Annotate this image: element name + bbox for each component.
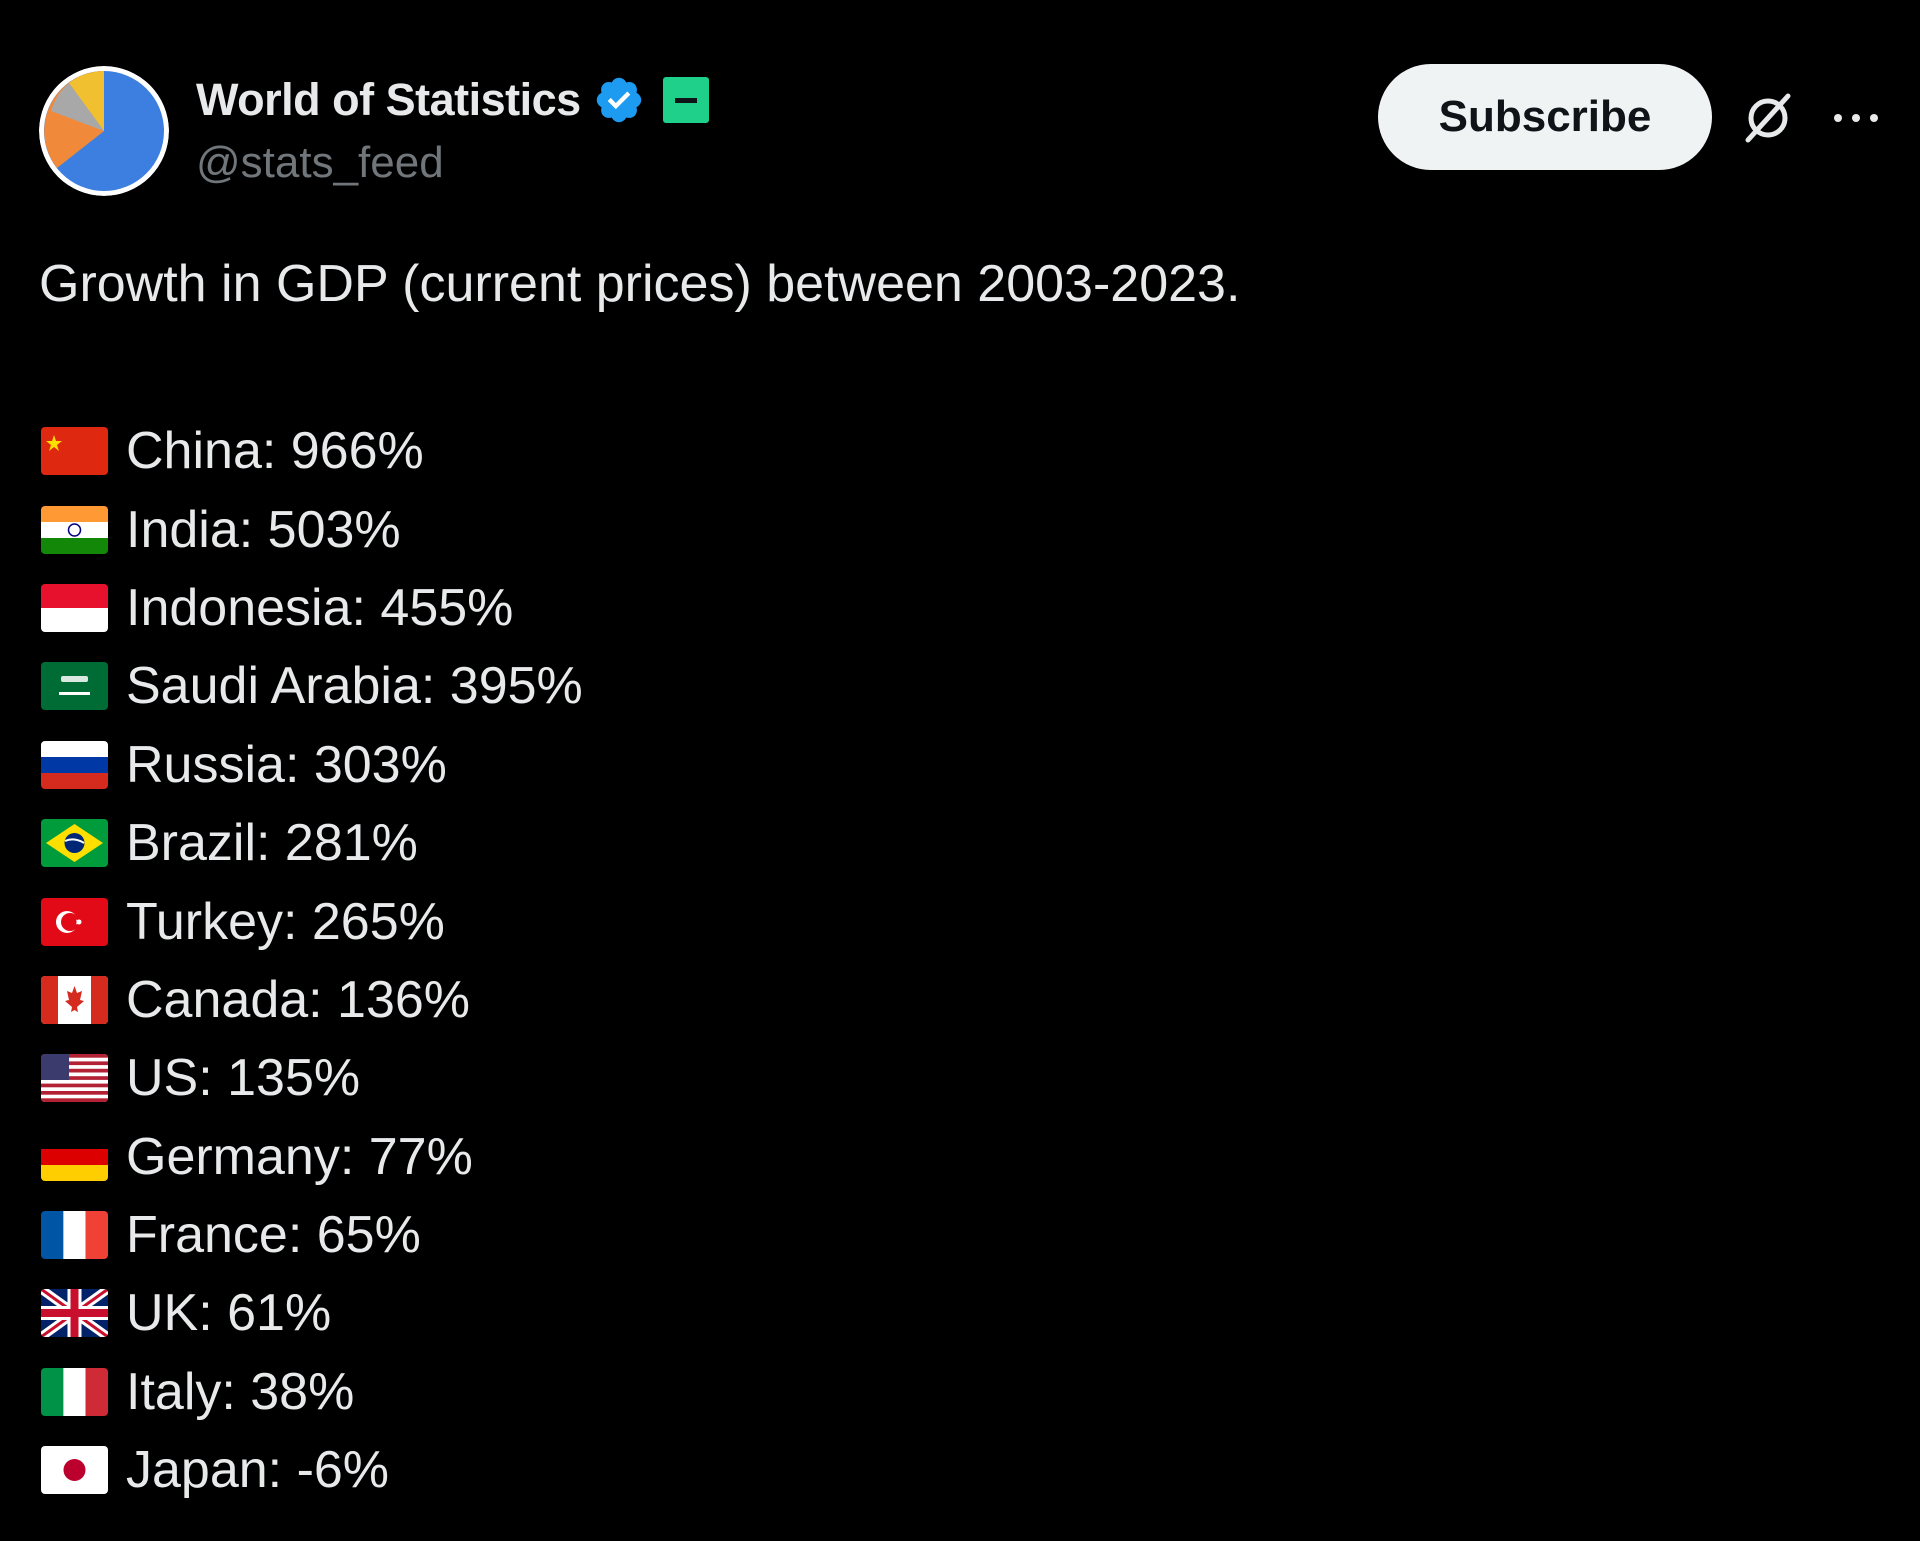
country-list: China: 966% India: 503% Indonesia: 455% … [41, 412, 583, 1509]
canada-flag-icon [41, 975, 108, 1024]
indonesia-flag-icon [41, 583, 108, 632]
country-label: UK: 61% [126, 1284, 332, 1343]
country-label: Germany: 77% [126, 1127, 473, 1186]
country-label: Saudi Arabia: 395% [126, 657, 583, 716]
post-text: Growth in GDP (current prices) between 2… [39, 255, 1241, 313]
more-icon[interactable] [1830, 96, 1882, 140]
author-display-name[interactable]: World of Statistics [196, 74, 581, 125]
japan-flag-icon [41, 1446, 108, 1495]
brazil-flag-icon [41, 819, 108, 868]
country-label: US: 135% [126, 1049, 361, 1108]
list-item: UK: 61% [41, 1274, 583, 1352]
france-flag-icon [41, 1211, 108, 1260]
china-flag-icon [41, 427, 108, 476]
country-label: Canada: 136% [126, 970, 471, 1029]
country-label: Indonesia: 455% [126, 578, 514, 637]
country-label: Italy: 38% [126, 1362, 355, 1421]
country-label: Brazil: 281% [126, 814, 418, 873]
country-label: China: 966% [126, 422, 424, 481]
list-item: China: 966% [41, 412, 583, 490]
subscribe-button[interactable]: Subscribe [1378, 64, 1712, 170]
country-label: France: 65% [126, 1206, 421, 1265]
saudi-arabia-flag-icon [41, 662, 108, 711]
green-label-badge-icon[interactable] [662, 77, 709, 123]
germany-flag-icon [41, 1132, 108, 1181]
russia-flag-icon [41, 740, 108, 789]
list-item: Canada: 136% [41, 961, 583, 1039]
us-flag-icon [41, 1054, 108, 1103]
list-item: India: 503% [41, 490, 583, 568]
list-item: Japan: -6% [41, 1431, 583, 1509]
author-name-row: World of Statistics [196, 70, 709, 130]
list-item: US: 135% [41, 1039, 583, 1117]
list-item: Russia: 303% [41, 726, 583, 804]
author-handle[interactable]: @stats_feed [196, 138, 444, 187]
india-flag-icon [41, 505, 108, 554]
list-item: Brazil: 281% [41, 804, 583, 882]
uk-flag-icon [41, 1289, 108, 1338]
country-label: Russia: 303% [126, 735, 447, 794]
italy-flag-icon [41, 1367, 108, 1416]
list-item: Germany: 77% [41, 1118, 583, 1196]
turkey-flag-icon [41, 897, 108, 946]
pie-chart-avatar[interactable] [39, 66, 169, 196]
country-label: Japan: -6% [126, 1441, 390, 1500]
list-item: Saudi Arabia: 395% [41, 647, 583, 725]
verified-badge-icon[interactable] [593, 74, 645, 126]
list-item: Italy: 38% [41, 1353, 583, 1431]
list-item: Turkey: 265% [41, 882, 583, 960]
country-label: Turkey: 265% [126, 892, 445, 951]
country-label: India: 503% [126, 500, 401, 559]
list-item: France: 65% [41, 1196, 583, 1274]
grok-icon[interactable] [1740, 90, 1796, 146]
list-item: Indonesia: 455% [41, 569, 583, 647]
